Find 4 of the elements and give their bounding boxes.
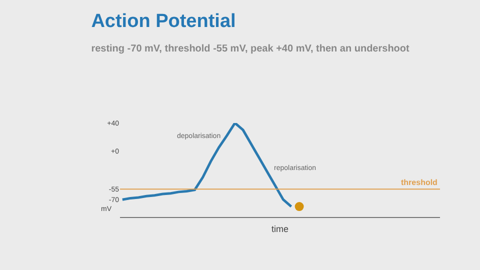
x-axis-title: time (271, 224, 289, 234)
chart-subtitle: resting -70 mV, threshold -55 mV, peak +40 mV, then an undershoot (91, 44, 410, 55)
chart-title: Action Potential (91, 11, 236, 32)
ref-line-label: threshold (401, 178, 438, 187)
